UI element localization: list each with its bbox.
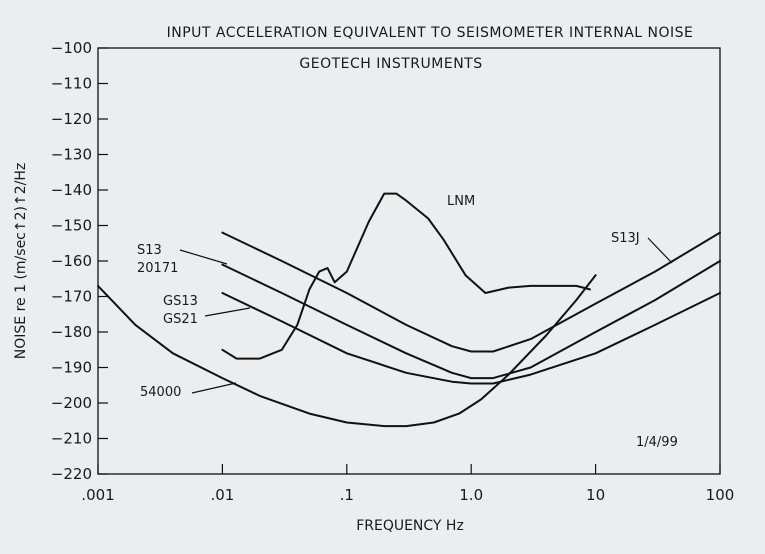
- curve-label-s13-20171-line2: 20171: [137, 261, 178, 276]
- plot-area-frame: [97, 47, 721, 475]
- y-tick-label: −170: [51, 288, 92, 306]
- y-tick-label: −220: [51, 465, 92, 483]
- curve-label-s13-20171: S13: [137, 243, 162, 258]
- leader-line: [191, 382, 237, 394]
- x-axis-label: FREQUENCY Hz: [356, 518, 464, 534]
- curve-label-gs13-gs21-line2: GS21: [163, 312, 198, 327]
- y-tick-label: −150: [51, 217, 92, 235]
- y-tick-label: −120: [51, 110, 92, 128]
- date-annotation: 1/4/99: [636, 435, 678, 450]
- x-tick-label: 10: [586, 486, 605, 504]
- y-tick-label: −200: [51, 394, 92, 412]
- x-tick-label: 1.0: [459, 486, 483, 504]
- curve-label-lnm: LNM: [447, 194, 475, 209]
- curve-label-54000: 54000: [140, 385, 181, 400]
- series-line-s13-20171: [221, 260, 721, 380]
- series-line-s13j: [221, 231, 721, 353]
- y-tick-label: −110: [51, 75, 92, 93]
- series-line-lnm: [221, 192, 591, 360]
- curve-label-gs13-gs21: GS13: [163, 294, 198, 309]
- x-tick-label: .001: [81, 486, 114, 504]
- series-lines: [97, 192, 721, 428]
- series-line-gs13-gs21: [221, 292, 721, 385]
- leader-line: [204, 307, 251, 317]
- chart-subtitle: GEOTECH INSTRUMENTS: [299, 56, 482, 72]
- series-line-54000: [97, 274, 597, 428]
- y-tick-label: −210: [51, 430, 92, 448]
- y-axis-label: NOISE re 1 (m/sec↑2)↑2/Hz: [13, 163, 29, 359]
- chart-title: INPUT ACCELERATION EQUIVALENT TO SEISMOM…: [167, 25, 694, 41]
- y-tick-label: −190: [51, 359, 92, 377]
- x-tick-label: .1: [340, 486, 354, 504]
- y-tick-label: −180: [51, 323, 92, 341]
- x-tick-label: 100: [706, 486, 735, 504]
- curve-labels: LNM S13J S13 20171 GS13 GS21 54000: [137, 194, 673, 400]
- x-tick-label: .01: [210, 486, 234, 504]
- y-tick-label: −160: [51, 252, 92, 270]
- leader-line: [179, 249, 228, 265]
- leader-line: [647, 237, 673, 264]
- axis-ticks: −220 −210 −200 −190 −180 −170 −160 −150 −140 −130…: [51, 39, 735, 504]
- curve-label-s13j: S13J: [611, 231, 640, 246]
- y-tick-label: −100: [51, 39, 92, 57]
- y-tick-label: −130: [51, 146, 92, 164]
- y-tick-label: −140: [51, 181, 92, 199]
